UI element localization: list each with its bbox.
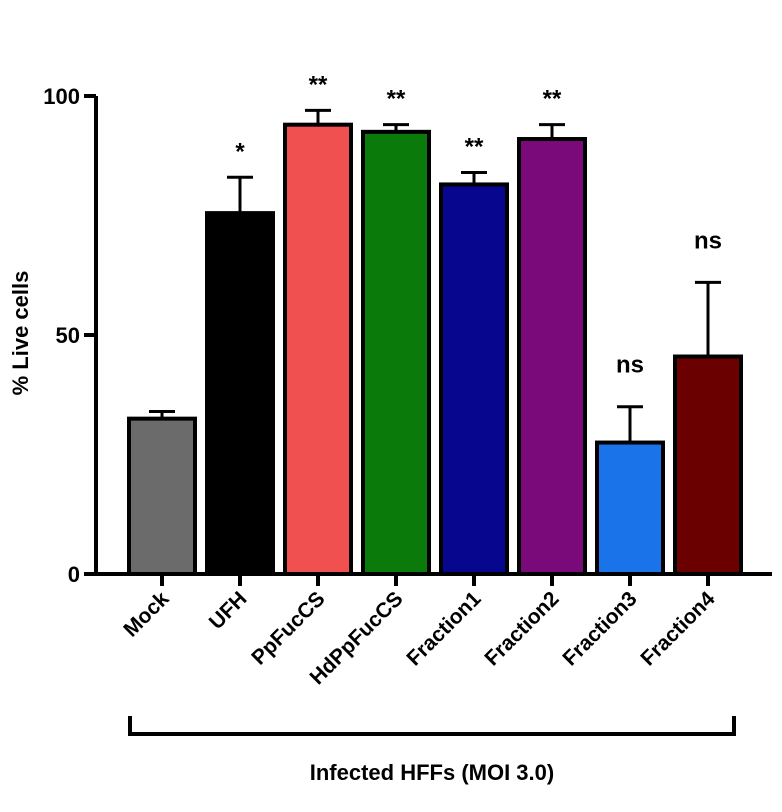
significance-label: ** (309, 71, 328, 98)
y-tick-label: 50 (56, 323, 80, 348)
significance-label: ** (543, 86, 562, 113)
significance-label: ** (465, 133, 484, 160)
y-tick-label: 0 (68, 562, 80, 587)
bar-fraction2 (517, 137, 587, 577)
bar-ppfuccs (283, 122, 353, 577)
y-axis-title: % Live cells (8, 271, 33, 396)
bar-fraction1 (439, 182, 509, 576)
x-tick-label: Fraction2 (480, 587, 563, 670)
bar-ufh (205, 211, 275, 577)
x-tick-label: PpFucCS (247, 587, 329, 669)
bar-hdppfuccs (361, 129, 431, 576)
significance-label: ** (387, 86, 406, 113)
significance-label: ns (616, 352, 644, 379)
y-tick-label: 100 (43, 84, 80, 109)
significance-label: ns (694, 227, 722, 254)
x-tick-label: Mock (119, 587, 173, 641)
bar-fraction4 (673, 354, 743, 577)
group-bracket (128, 716, 736, 736)
x-tick-label: Fraction3 (558, 587, 641, 670)
significance-label: * (235, 138, 245, 165)
x-tick-label: Fraction4 (636, 587, 719, 670)
bars (127, 108, 743, 577)
bar-mock (127, 416, 197, 576)
x-tick-label: UFH (205, 587, 252, 634)
group-label: Infected HFFs (MOI 3.0) (310, 760, 554, 785)
x-tick-label: Fraction1 (402, 587, 485, 670)
bar-fraction3 (595, 440, 665, 576)
